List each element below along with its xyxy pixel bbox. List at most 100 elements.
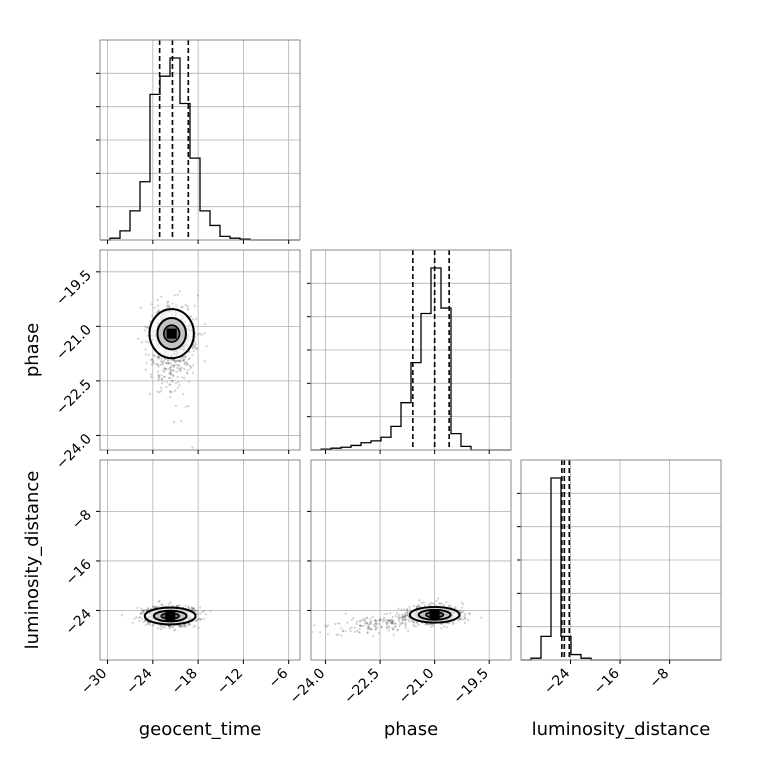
scatter-point — [182, 625, 185, 628]
scatter-point — [199, 612, 202, 615]
scatter-point — [391, 622, 394, 625]
scatter-point — [461, 606, 464, 609]
scatter-point — [397, 607, 400, 610]
scatter-point — [359, 619, 362, 622]
scatter-point — [398, 624, 401, 628]
scatter-point — [369, 621, 372, 625]
scatter-point — [159, 628, 162, 631]
scatter-point — [185, 361, 188, 364]
scatter-point — [462, 618, 465, 621]
scatter-point — [172, 365, 175, 368]
scatter-point — [140, 341, 143, 344]
scatter-point — [402, 616, 405, 619]
scatter-point — [442, 604, 446, 607]
scatter-point — [372, 635, 375, 638]
scatter-point — [412, 623, 415, 626]
scatter-point — [179, 367, 182, 370]
scatter-point — [201, 610, 204, 614]
scatter-point — [171, 302, 174, 305]
scatter-point — [178, 624, 181, 627]
scatter-point — [167, 361, 170, 364]
scatter-point — [401, 616, 404, 619]
scatter-point — [177, 364, 180, 367]
scatter-point — [171, 379, 174, 382]
scatter-point — [461, 603, 465, 606]
scatter-point — [178, 359, 181, 362]
scatter-point — [147, 341, 150, 344]
scatter-point — [168, 390, 172, 393]
density-peak — [429, 609, 440, 620]
scatter-point — [180, 624, 183, 627]
scatter-point — [177, 381, 180, 384]
scatter-point — [363, 621, 367, 624]
scatter-point — [370, 620, 373, 623]
scatter-point — [157, 376, 160, 380]
scatter-point — [180, 357, 183, 361]
scatter-point — [463, 621, 466, 625]
scatter-point — [397, 613, 400, 616]
panel-frame — [99, 459, 301, 661]
scatter-point — [163, 375, 166, 378]
scatter-point — [182, 393, 185, 396]
scatter-point — [172, 421, 176, 424]
scatter-point — [176, 386, 179, 389]
scatter-point — [169, 371, 172, 374]
scatter-point — [375, 622, 378, 626]
scatter-point — [184, 355, 187, 358]
scatter-point — [429, 604, 432, 607]
scatter-point — [169, 366, 172, 369]
scatter-point — [147, 622, 150, 626]
scatter-point — [140, 607, 143, 610]
scatter-point — [165, 304, 168, 307]
scatter-point — [396, 629, 399, 632]
scatter-point — [403, 608, 406, 611]
scatter-point — [194, 609, 197, 612]
scatter-point — [404, 614, 407, 618]
scatter-point — [176, 359, 180, 362]
scatter-point — [336, 622, 339, 625]
scatter-point — [183, 624, 186, 627]
scatter-point — [192, 625, 195, 629]
scatter-point — [177, 367, 180, 370]
scatter-point — [382, 618, 385, 621]
scatter-point — [173, 364, 176, 367]
scatter-point — [198, 332, 201, 335]
scatter-point — [372, 623, 375, 626]
scatter-point — [349, 630, 352, 633]
scatter-point — [168, 602, 171, 606]
scatter-point — [407, 629, 410, 632]
scatter-point — [389, 619, 392, 622]
scatter-point — [205, 345, 208, 348]
scatter-point — [445, 601, 448, 604]
scatter-point — [390, 622, 393, 625]
scatter-point — [137, 337, 140, 340]
scatter-point — [406, 610, 409, 614]
scatter-point — [200, 617, 203, 621]
scatter-point — [480, 616, 483, 619]
scatter-point — [399, 622, 402, 626]
scatter-point — [174, 628, 177, 631]
scatter-point — [159, 363, 162, 366]
scatter-point — [152, 359, 155, 362]
scatter-point — [390, 621, 393, 624]
scatter-point — [406, 608, 409, 611]
scatter-point — [193, 624, 196, 627]
scatter-point — [159, 360, 162, 363]
scatter-point — [187, 380, 191, 383]
scatter-point — [429, 623, 432, 626]
scatter-point — [417, 623, 420, 627]
scatter-point — [153, 605, 156, 608]
scatter-point — [410, 619, 414, 622]
scatter-point — [325, 625, 328, 629]
scatter-point — [168, 372, 171, 375]
scatter-point — [179, 624, 182, 628]
scatter-point — [378, 619, 381, 622]
scatter-point — [432, 625, 435, 628]
scatter-point — [187, 623, 190, 627]
scatter-point — [404, 626, 407, 629]
scatter-point — [391, 627, 394, 630]
scatter-point — [429, 601, 432, 604]
scatter-point — [160, 603, 163, 606]
scatter-point — [157, 370, 160, 373]
scatter-point — [174, 361, 177, 364]
